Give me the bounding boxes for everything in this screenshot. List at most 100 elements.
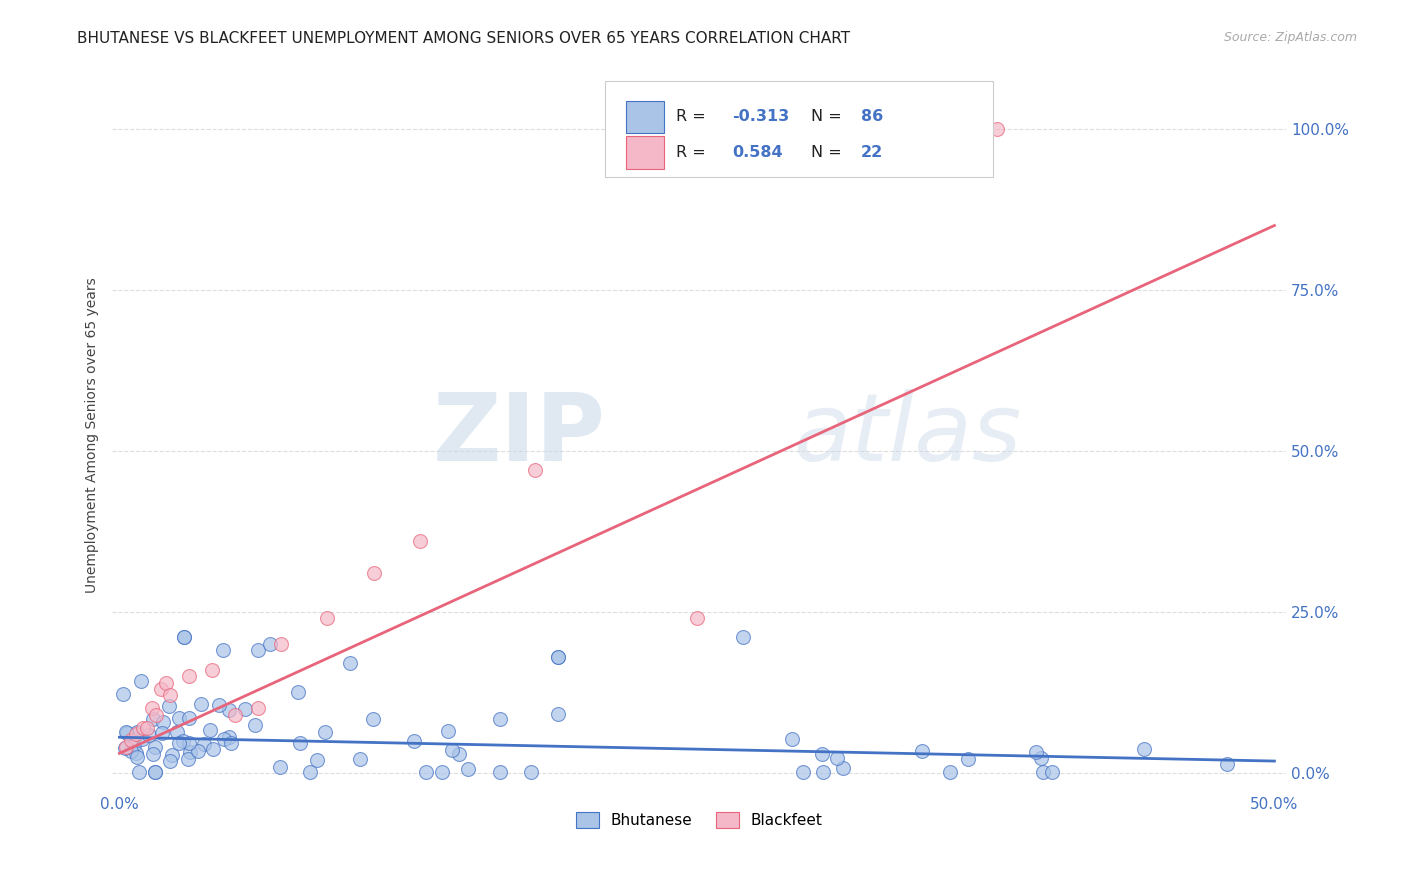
- Point: [363, 566, 385, 580]
- Point: [733, 631, 755, 645]
- Point: [218, 703, 240, 717]
- Point: [124, 746, 146, 760]
- Point: [115, 726, 138, 740]
- Point: [150, 681, 173, 696]
- Point: [173, 631, 195, 645]
- Point: [115, 724, 138, 739]
- Point: [245, 717, 267, 731]
- Point: [1216, 757, 1239, 772]
- Point: [547, 649, 569, 664]
- Point: [259, 637, 281, 651]
- Point: [811, 747, 834, 761]
- Point: [120, 733, 142, 747]
- Point: [131, 731, 153, 746]
- Point: [547, 707, 569, 722]
- Point: [160, 747, 183, 762]
- Text: -0.313: -0.313: [733, 109, 789, 124]
- Point: [177, 669, 200, 683]
- Point: [447, 747, 470, 762]
- Point: [173, 631, 195, 645]
- Point: [177, 736, 200, 750]
- Point: [288, 736, 311, 750]
- Point: [187, 744, 209, 758]
- Text: ZIP: ZIP: [433, 389, 606, 481]
- Text: R =: R =: [676, 145, 710, 160]
- Point: [155, 675, 177, 690]
- Text: N =: N =: [811, 145, 846, 160]
- Point: [141, 701, 163, 715]
- Point: [409, 533, 432, 548]
- Point: [167, 711, 190, 725]
- Point: [143, 764, 166, 779]
- Point: [136, 721, 159, 735]
- Text: N =: N =: [811, 109, 846, 124]
- Point: [112, 687, 135, 701]
- Point: [939, 764, 962, 779]
- Point: [1029, 751, 1052, 765]
- Point: [179, 745, 201, 759]
- Text: atlas: atlas: [793, 389, 1021, 480]
- Point: [224, 707, 246, 722]
- Point: [145, 707, 167, 722]
- Point: [1032, 764, 1054, 779]
- Text: R =: R =: [676, 109, 710, 124]
- Point: [986, 122, 1008, 136]
- Point: [219, 736, 242, 750]
- Text: 22: 22: [860, 145, 883, 160]
- Point: [190, 698, 212, 712]
- Point: [520, 764, 543, 779]
- Point: [339, 657, 361, 671]
- Point: [142, 747, 165, 761]
- FancyBboxPatch shape: [627, 136, 664, 169]
- Point: [172, 733, 194, 747]
- Point: [316, 611, 339, 625]
- Point: [1025, 746, 1047, 760]
- Point: [114, 741, 136, 756]
- Point: [193, 738, 215, 752]
- Point: [440, 743, 463, 757]
- Point: [831, 761, 853, 775]
- Point: [547, 649, 569, 664]
- Point: [201, 663, 224, 677]
- Point: [157, 698, 180, 713]
- Point: [169, 736, 191, 750]
- Text: 0.584: 0.584: [733, 145, 783, 160]
- Point: [269, 760, 291, 774]
- Point: [457, 762, 479, 776]
- Point: [314, 724, 336, 739]
- Text: Source: ZipAtlas.com: Source: ZipAtlas.com: [1223, 31, 1357, 45]
- Text: BHUTANESE VS BLACKFEET UNEMPLOYMENT AMONG SENIORS OVER 65 YEARS CORRELATION CHAR: BHUTANESE VS BLACKFEET UNEMPLOYMENT AMON…: [77, 31, 851, 46]
- Point: [307, 753, 329, 767]
- Point: [524, 463, 547, 477]
- Point: [299, 764, 322, 779]
- Point: [911, 743, 934, 757]
- Point: [127, 725, 149, 739]
- Point: [782, 731, 804, 746]
- Point: [131, 721, 153, 735]
- Point: [159, 754, 181, 768]
- Point: [143, 739, 166, 754]
- Point: [247, 701, 270, 715]
- Point: [218, 730, 240, 744]
- Point: [201, 741, 224, 756]
- Point: [415, 764, 437, 779]
- Point: [686, 611, 709, 625]
- Point: [120, 744, 142, 758]
- Point: [127, 749, 149, 764]
- Point: [145, 764, 167, 779]
- Point: [177, 711, 200, 725]
- Text: 86: 86: [860, 109, 883, 124]
- Point: [166, 725, 188, 739]
- Point: [124, 727, 146, 741]
- Point: [287, 684, 309, 698]
- Point: [489, 764, 512, 779]
- Point: [142, 712, 165, 726]
- Point: [177, 752, 200, 766]
- Point: [489, 712, 512, 726]
- Point: [270, 637, 292, 651]
- Point: [129, 673, 152, 688]
- Point: [430, 764, 453, 779]
- Point: [152, 714, 174, 729]
- Point: [198, 723, 221, 738]
- Point: [437, 723, 460, 738]
